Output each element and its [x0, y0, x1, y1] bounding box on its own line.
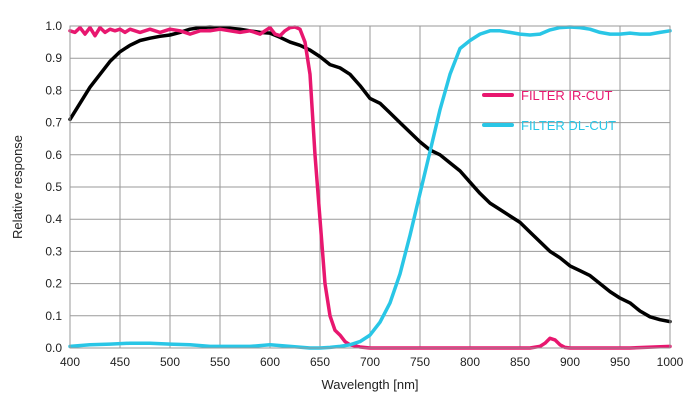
y-axis-ticks: 0.0 0.1 0.2 0.3 0.4 0.5 0.6 0.7 0.8 0.9 1.0	[45, 19, 62, 355]
x-tick-label: 700	[360, 355, 380, 369]
y-tick-label: 0.5	[45, 180, 62, 194]
y-tick-label: 0.7	[45, 116, 62, 130]
plot-frame	[69, 25, 671, 349]
x-tick-label: 800	[460, 355, 480, 369]
y-tick-label: 0.8	[45, 83, 62, 97]
legend-label: FILTER DL-CUT	[521, 118, 616, 133]
x-tick-label: 900	[560, 355, 580, 369]
x-axis-title: Wavelength [nm]	[321, 377, 418, 392]
grid-lines	[69, 25, 671, 349]
x-tick-label: 650	[310, 355, 330, 369]
y-tick-label: 0.9	[45, 51, 62, 65]
legend: FILTER IR-CUT FILTER DL-CUT	[482, 88, 616, 133]
y-tick-label: 0.6	[45, 148, 62, 162]
y-tick-label: 1.0	[45, 19, 62, 33]
y-tick-label: 0.2	[45, 277, 62, 291]
x-tick-label: 500	[160, 355, 180, 369]
legend-label: FILTER IR-CUT	[521, 88, 613, 103]
y-tick-label: 0.3	[45, 244, 62, 258]
series-line-sensor-response	[68, 25, 672, 324]
x-tick-label: 450	[110, 355, 130, 369]
x-tick-label: 400	[60, 355, 80, 369]
y-tick-label: 0.1	[45, 309, 62, 323]
x-axis-ticks: 400 450 500 550 600 650 700 750 800 850 900 950 1000	[60, 355, 684, 369]
x-tick-label: 950	[610, 355, 630, 369]
y-tick-label: 0.4	[45, 212, 62, 226]
x-tick-label: 550	[210, 355, 230, 369]
x-tick-label: 750	[410, 355, 430, 369]
x-tick-label: 600	[260, 355, 280, 369]
x-tick-label: 850	[510, 355, 530, 369]
series-line-filter-dl-cut	[68, 25, 672, 350]
x-tick-label: 1000	[657, 355, 684, 369]
y-axis-title: Relative response	[10, 135, 25, 239]
y-tick-label: 0.0	[45, 341, 62, 355]
